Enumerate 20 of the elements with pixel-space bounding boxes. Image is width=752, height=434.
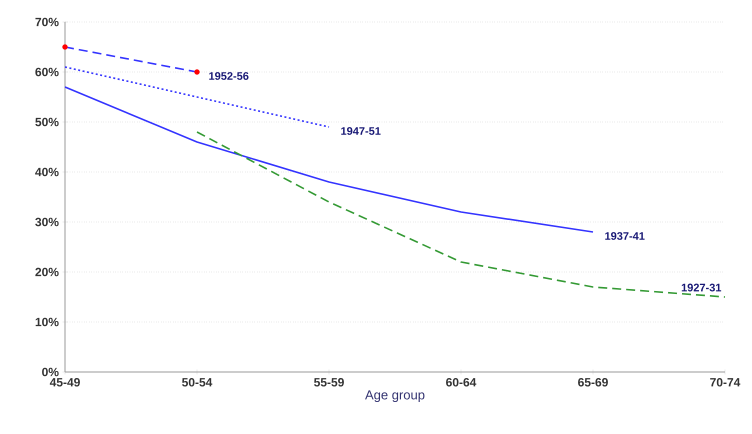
y-tick-label: 40% [35,168,59,176]
x-tick-label: 70-74 [710,378,740,387]
y-tick-label: 30% [35,218,59,226]
x-tick-label: 55-59 [314,378,344,387]
series-label: 1952-56 [209,72,248,80]
x-axis-title: Age group [365,390,424,402]
x-tick-label: 45-49 [50,378,80,387]
series-label: 1927-31 [682,284,722,292]
y-tick-label: 60% [35,68,59,76]
x-tick-label: 65-69 [578,378,608,387]
y-tick-label: 50% [35,118,59,126]
y-tick-label: 70% [35,18,59,26]
y-tick-label: 0% [42,368,59,376]
series-label: 1937-41 [605,232,645,240]
series-label: 1947-51 [341,127,381,135]
line-series [64,86,594,233]
x-tick-label: 50-54 [182,378,212,387]
y-tick-label: 20% [35,268,59,276]
x-tick-label: 60-64 [446,378,476,387]
y-tick-label: 10% [36,318,59,326]
